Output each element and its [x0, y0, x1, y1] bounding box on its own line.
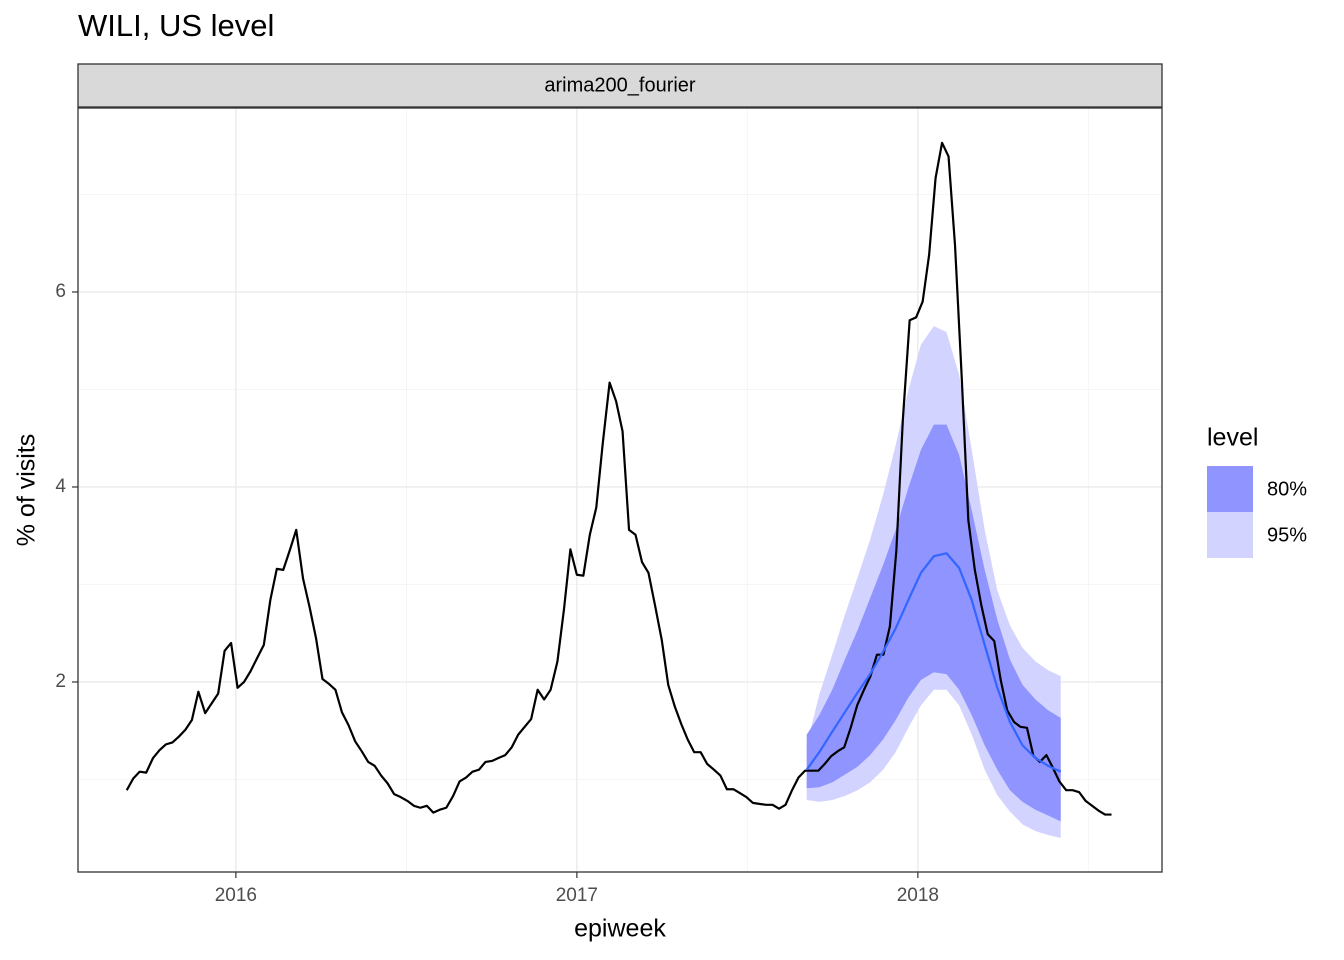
series-line — [125, 141, 1112, 816]
x-axis-label: epiweek — [574, 915, 666, 943]
x-tick-label: 2017 — [556, 885, 598, 906]
facet-strip — [77, 63, 1163, 108]
interval-band — [806, 424, 1061, 822]
x-tick-label: 2018 — [897, 885, 939, 906]
x-tick-label: 2016 — [215, 885, 257, 906]
legend-key — [1207, 466, 1253, 512]
y-tick-label: 4 — [55, 476, 66, 497]
legend-label: 80% — [1267, 478, 1307, 500]
facet-label: arima200_fourier — [544, 74, 696, 96]
y-axis-label: % of visits — [13, 434, 41, 547]
series-line — [805, 552, 1062, 773]
legend-label: 95% — [1267, 524, 1307, 546]
legend-key — [1207, 512, 1253, 558]
legend-title: level — [1207, 424, 1258, 452]
y-tick-label: 6 — [55, 281, 66, 302]
chart-title: WILI, US level — [78, 8, 274, 43]
y-tick-label: 2 — [55, 671, 66, 692]
panel-border — [77, 107, 1163, 873]
legend: level 80% 95% — [1207, 424, 1307, 558]
plot-area — [78, 108, 1162, 872]
